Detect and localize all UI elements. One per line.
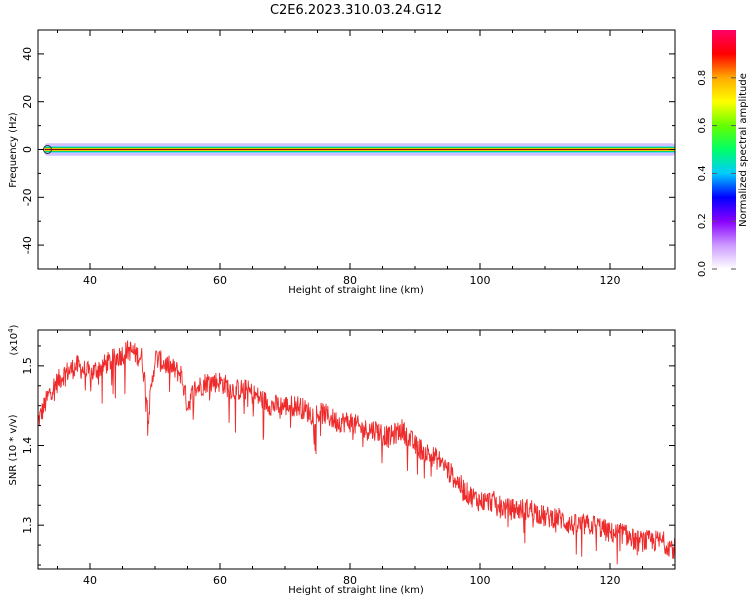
- spectral-band: [43, 143, 675, 156]
- colorbar-tick-label: 0.8: [697, 70, 708, 86]
- x-tick-label: 60: [213, 274, 227, 287]
- x-tick-label: 40: [83, 574, 97, 587]
- spectrogram-x-label: Height of straight line (km): [288, 285, 424, 296]
- colorbar: 0.0 0.2 0.4 0.6 0.8 Normalized spectral ampl…: [697, 30, 749, 277]
- colorbar-tick-label: 0.6: [697, 118, 708, 134]
- figure-title: C2E6.2023.310.03.24.G12: [270, 3, 442, 18]
- colorbar-gradient: [712, 30, 736, 269]
- y-tick-label: -40: [21, 236, 34, 254]
- y-tick-label: 40: [21, 47, 34, 61]
- snr-plot-area: [38, 330, 675, 569]
- x-tick-label: 60: [213, 574, 227, 587]
- spectrogram-y-label: Frequency (Hz): [8, 112, 19, 188]
- snr-scale-label: (x104): [7, 324, 20, 355]
- x-tick-label: 120: [600, 274, 621, 287]
- colorbar-tick-label: 0.4: [697, 165, 708, 181]
- snr-series: [38, 340, 675, 565]
- y-tick-label: 0: [21, 146, 34, 153]
- x-tick-label: 80: [343, 274, 357, 287]
- y-tick-label: 1.4: [21, 437, 34, 455]
- spectrogram-panel: 40 60 80 100 120 -40 -20 0 20 40 Height of strai…: [8, 29, 676, 296]
- y-tick-label: 1.5: [21, 357, 34, 375]
- x-tick-label: 40: [83, 274, 97, 287]
- y-tick-label: 20: [21, 95, 34, 109]
- snr-x-tick-labels: 40 60 80 100 120: [83, 574, 621, 587]
- snr-x-label: Height of straight line (km): [288, 585, 424, 596]
- colorbar-tick-label: 0.2: [697, 213, 708, 229]
- spectrogram-frame: [37, 29, 676, 270]
- y-tick-label: 1.3: [21, 516, 34, 534]
- colorbar-tick-label: 0.0: [697, 261, 708, 277]
- snr-y-tick-labels: 1.3 1.4 1.5: [21, 357, 34, 534]
- snr-line: [38, 340, 675, 565]
- colorbar-ticks: 0.0 0.2 0.4 0.6 0.8: [697, 70, 736, 277]
- y-tick-label: -20: [21, 188, 34, 206]
- spectrogram-y-tick-labels: -40 -20 0 20 40: [21, 47, 34, 254]
- spectrogram-x-tick-labels: 40 60 80 100 120: [83, 274, 621, 287]
- x-tick-label: 100: [470, 274, 491, 287]
- snr-y-label: SNR (10 * v/v): [8, 414, 19, 485]
- snr-frame: [37, 329, 676, 570]
- x-tick-label: 120: [600, 574, 621, 587]
- x-tick-label: 80: [343, 574, 357, 587]
- x-tick-label: 100: [470, 574, 491, 587]
- colorbar-label: Normalized spectral amplitude: [738, 73, 749, 227]
- snr-panel: 40 60 80 100 120 1.3 1.4 1.5 Height of straigh…: [7, 324, 676, 596]
